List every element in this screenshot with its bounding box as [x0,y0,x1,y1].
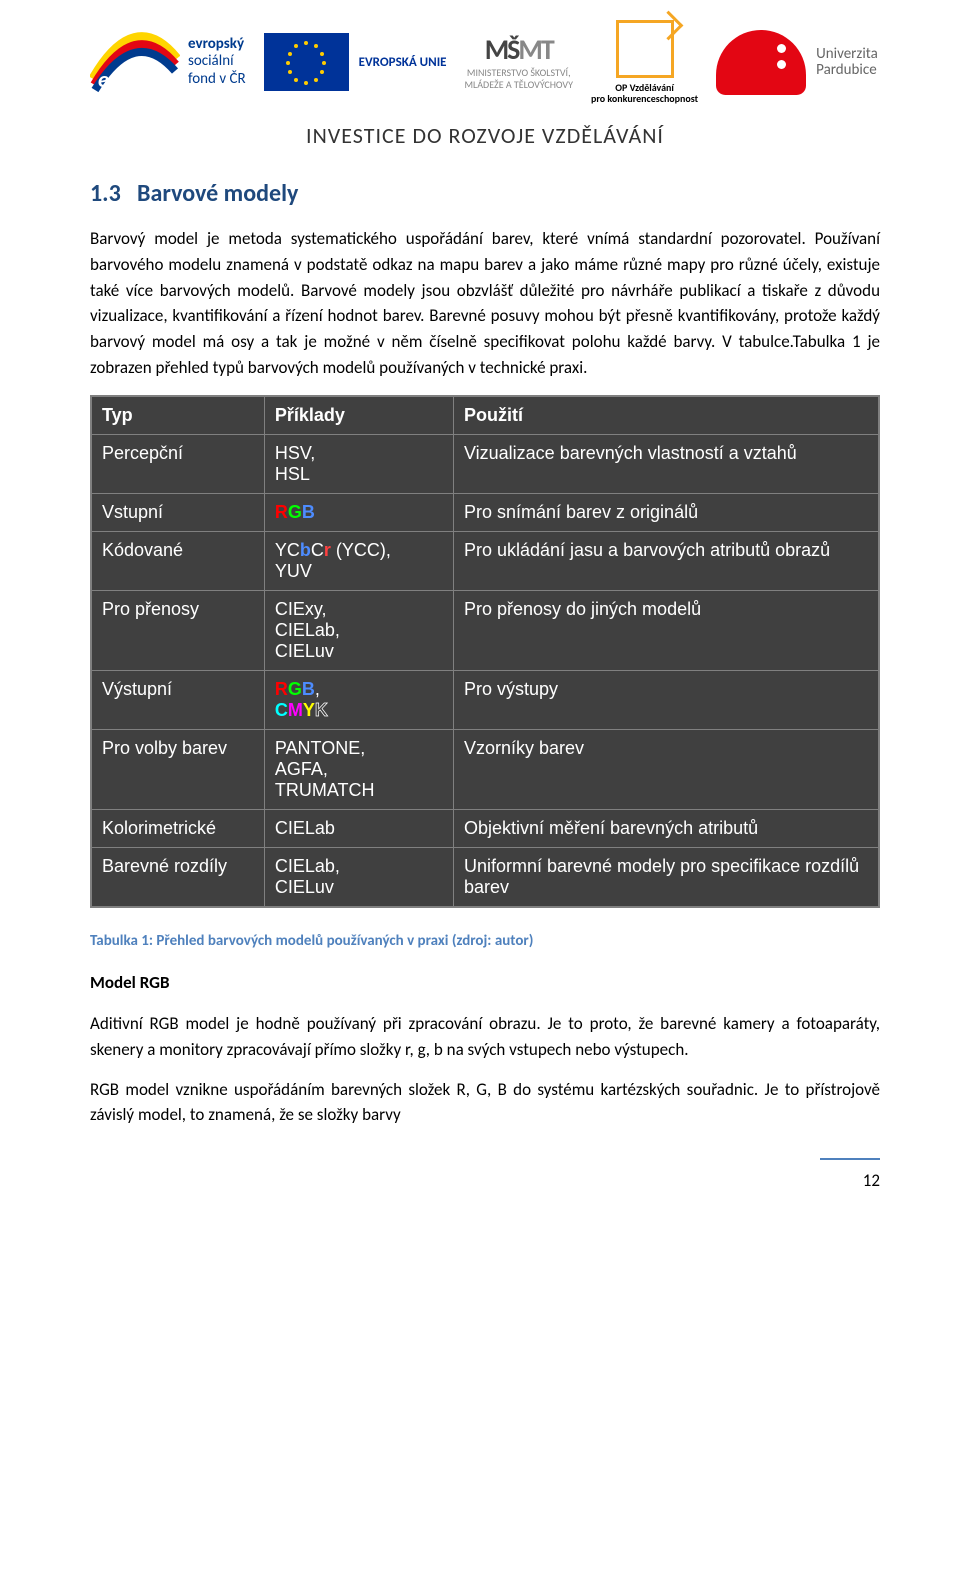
table-caption: Tabulka 1: Přehled barvových modelů použ… [90,932,880,950]
sub-heading-model-rgb: Model RGB [90,972,880,993]
table-row: Pro volby barev PANTONE,AGFA,TRUMATCH Vz… [91,729,879,809]
th-use: Použití [453,396,879,435]
eu-label: EVROPSKÁ UNIE [359,55,447,70]
logo-university: Univerzita Pardubice [716,30,878,95]
table-row: Percepční HSV,HSL Vizualizace barevných … [91,434,879,493]
table-row: Kolorimetrické CIELab Objektivní měření … [91,809,879,847]
table-row: Výstupní RGB,CMYK Pro výstupy [91,670,879,729]
table-row: Kódované YCbCr (YCC),YUV Pro ukládání ja… [91,531,879,590]
th-type: Typ [91,396,264,435]
paragraph-3: RGB model vznikne uspořádáním barevných … [90,1077,880,1129]
th-examples: Příklady [264,396,453,435]
section-heading: 1.3 Barvové modely [90,179,880,208]
color-models-table: Typ Příklady Použití Percepční HSV,HSL V… [90,395,880,908]
logo-esf: esf evropský sociální fond v ČR [90,25,246,100]
logo-eu: EVROPSKÁ UNIE [264,33,447,91]
logo-banner: esf evropský sociální fond v ČR [90,20,880,114]
logo-op: OP Vzdělávání pro konkurenceschopnost [591,20,698,104]
esf-text: evropský sociální fond v ČR [188,36,246,88]
table-row: Pro přenosy CIExy,CIELab,CIELuv Pro přen… [91,590,879,670]
logo-msmt: MŠMT MINISTERSTVO ŠKOLSTVÍ, MLÁDEŽE A TĚ… [465,33,573,91]
page-number: 12 [820,1158,880,1191]
paragraph-2: Aditivní RGB model je hodně používaný př… [90,1011,880,1063]
svg-text:esf: esf [98,66,126,93]
table-row: Vstupní RGB Pro snímání barev z originál… [91,493,879,531]
table-row: Barevné rozdíly CIELab,CIELuv Uniformní … [91,847,879,907]
paragraph-1: Barvový model je metoda systematického u… [90,226,880,381]
banner-title: INVESTICE DO ROZVOJE VZDĚLÁVÁNÍ [90,122,880,149]
